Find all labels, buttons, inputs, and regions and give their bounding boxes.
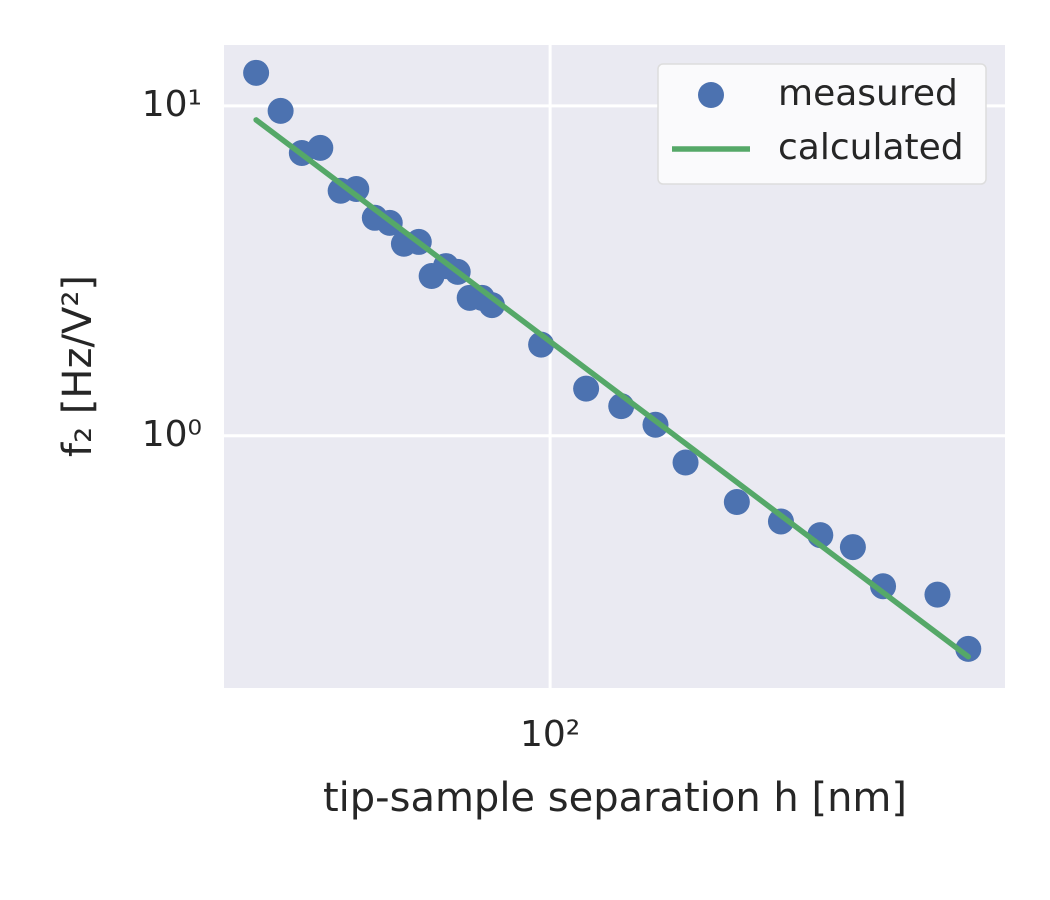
marker: [267, 97, 294, 124]
marker: [573, 375, 600, 402]
line: [253, 117, 972, 660]
marks: [243, 59, 982, 662]
marker: [307, 134, 334, 161]
legend-box: [657, 63, 987, 185]
y-axis-label: f₂ [Hz/V²]: [55, 275, 101, 457]
legend-label: calculated: [778, 127, 964, 168]
marker: [767, 508, 794, 535]
y-tick-label: 10⁰: [142, 414, 202, 455]
y-tick-label: 10¹: [142, 84, 202, 125]
marker: [478, 292, 505, 319]
legend-label: measured: [778, 73, 958, 114]
legend-swatch: [698, 82, 724, 108]
marker: [243, 59, 270, 86]
marker: [955, 635, 982, 662]
marker: [343, 175, 370, 202]
legend: measured calculated: [657, 63, 987, 185]
marker: [723, 489, 750, 516]
marker: [839, 534, 866, 561]
marker: [672, 449, 699, 476]
marker: [870, 573, 897, 600]
x-axis-label: tip-sample separation h [nm]: [323, 775, 907, 821]
x-tick-label: 10²: [520, 714, 580, 755]
marker: [924, 581, 951, 608]
